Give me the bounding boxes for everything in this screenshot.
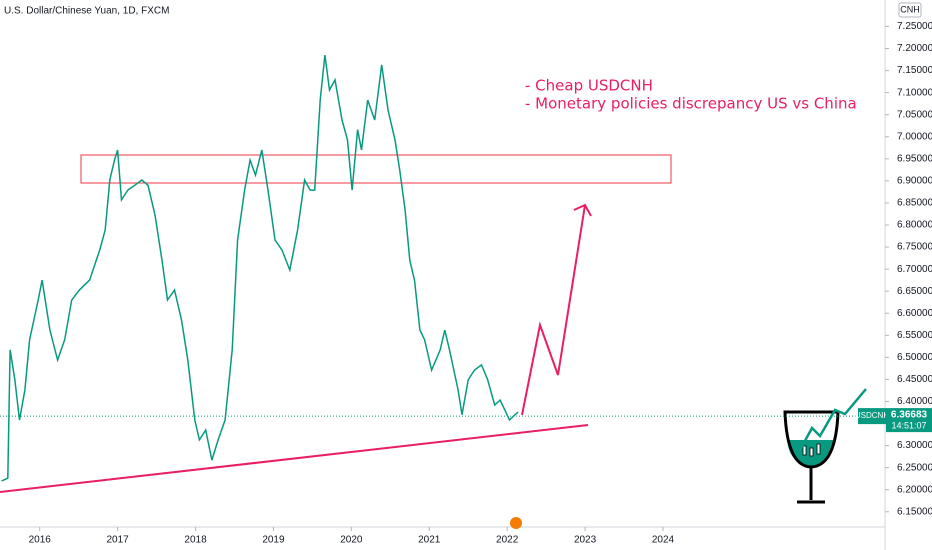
- x-tick-label: 2016: [29, 535, 52, 546]
- y-tick-label: 6.15000: [897, 506, 932, 517]
- y-tick-label: 6.55000: [897, 330, 932, 341]
- y-tick-label: 6.20000: [897, 484, 932, 495]
- y-tick-label: 6.30000: [897, 440, 932, 451]
- projection-arrow: [573, 203, 592, 217]
- y-tick-label: 7.25000: [897, 21, 932, 32]
- y-tick-label: 6.75000: [897, 242, 932, 253]
- projection-path: [521, 204, 586, 416]
- price-tag: [886, 408, 932, 433]
- y-tick-label: 6.85000: [897, 198, 932, 209]
- price-tag-time: 14:51:07: [891, 420, 926, 430]
- y-tick-label: 6.90000: [897, 176, 932, 187]
- symbol-tag: [858, 408, 886, 425]
- trend-line: [0, 424, 589, 493]
- x-tick-label: 2017: [107, 535, 130, 546]
- x-tick-label: 2023: [574, 535, 597, 546]
- symbol-title: U.S. Dollar/Chinese Yuan, 1D, FXCM: [4, 6, 169, 17]
- annotation: - Monetary policies discrepancy US vs Ch…: [525, 95, 857, 113]
- currency-box: [898, 2, 922, 18]
- y-tick-label: 6.40000: [897, 396, 932, 407]
- glass-icon: [783, 388, 867, 504]
- y-tick-label: 7.15000: [897, 65, 932, 76]
- event-icon: [510, 517, 522, 529]
- y-tick-label: 6.45000: [897, 374, 932, 385]
- y-tick-label: 7.20000: [897, 43, 932, 54]
- currency-label: CNH: [900, 4, 920, 14]
- y-tick-label: 6.60000: [897, 308, 932, 319]
- x-tick-label: 2024: [652, 535, 675, 546]
- x-tick-label: 2021: [418, 535, 441, 546]
- x-tick-label: 2022: [496, 535, 519, 546]
- symbol-tag-label: USDCNH: [855, 411, 889, 420]
- price-line: [1, 55, 519, 482]
- x-tick-label: 2020: [340, 535, 363, 546]
- y-tick-label: 7.00000: [897, 131, 932, 142]
- x-tick-label: 2019: [262, 535, 285, 546]
- y-tick-label: 6.70000: [897, 264, 932, 275]
- x-tick-label: 2018: [184, 535, 207, 546]
- y-tick-label: 6.50000: [897, 352, 932, 363]
- y-tick-label: 6.80000: [897, 220, 932, 231]
- y-tick-label: 6.65000: [897, 286, 932, 297]
- price-tag-label: 6.36683: [891, 410, 928, 421]
- y-tick-label: 7.10000: [897, 87, 932, 98]
- annotation: - Cheap USDCNH: [525, 77, 653, 95]
- y-tick-label: 7.05000: [897, 109, 932, 120]
- y-tick-label: 6.25000: [897, 462, 932, 473]
- resistance-zone: [80, 154, 672, 184]
- y-tick-label: 6.95000: [897, 153, 932, 164]
